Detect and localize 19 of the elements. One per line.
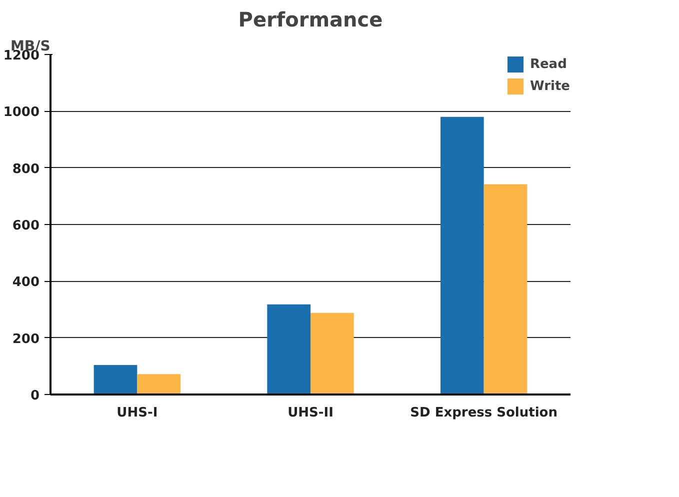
y-tick-label: 1000 xyxy=(3,105,40,120)
legend-label: Write xyxy=(530,78,570,94)
bar xyxy=(484,184,528,394)
x-tick-label: UHS-II xyxy=(288,406,334,420)
y-tick-label: 1200 xyxy=(3,48,40,64)
y-tick-label: 400 xyxy=(12,275,40,290)
x-tick-label: SD Express Solution xyxy=(410,406,558,420)
y-tick-label: 600 xyxy=(12,218,40,234)
y-tick-label: 800 xyxy=(12,162,40,177)
x-tick-label: UHS-I xyxy=(116,406,158,420)
y-tick-label: 200 xyxy=(12,332,40,347)
bar xyxy=(440,116,484,394)
bar xyxy=(94,365,138,394)
bar xyxy=(310,312,354,394)
y-tick-label: 0 xyxy=(30,388,40,404)
bar xyxy=(267,304,310,394)
chart-title: Performance xyxy=(238,8,383,32)
legend-label: Read xyxy=(530,56,567,72)
bar xyxy=(137,374,180,394)
